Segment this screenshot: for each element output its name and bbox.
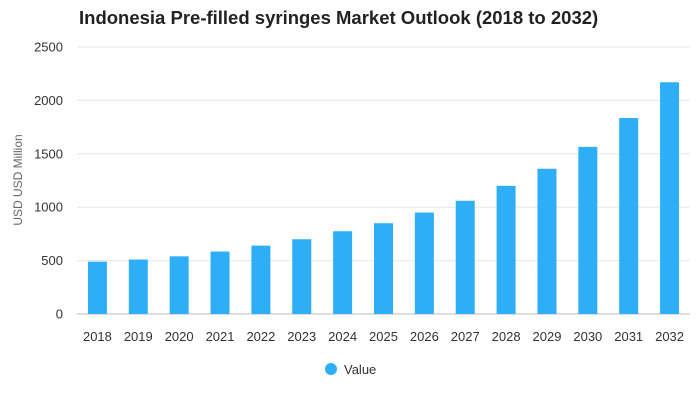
x-tick-label: 2030 bbox=[573, 329, 602, 344]
bar-2030[interactable] bbox=[578, 146, 598, 314]
bar-2029[interactable] bbox=[537, 168, 557, 314]
bar-2022[interactable] bbox=[251, 245, 271, 314]
y-tick-label: 2000 bbox=[34, 93, 63, 108]
bar-2020[interactable] bbox=[169, 256, 189, 314]
bars bbox=[87, 82, 680, 314]
y-axis-title: USD USD Million bbox=[11, 134, 25, 225]
x-tick-label: 2021 bbox=[206, 329, 235, 344]
y-axis-ticks: 0 500 1000 1500 2000 2500 bbox=[34, 40, 63, 322]
x-tick-label: 2018 bbox=[83, 329, 112, 344]
x-tick-label: 2028 bbox=[492, 329, 521, 344]
bar-2026[interactable] bbox=[414, 212, 434, 314]
x-tick-label: 2025 bbox=[369, 329, 398, 344]
x-tick-label: 2019 bbox=[124, 329, 153, 344]
x-tick-label: 2026 bbox=[410, 329, 439, 344]
bar-2032[interactable] bbox=[660, 82, 680, 314]
x-tick-label: 2027 bbox=[451, 329, 480, 344]
legend-swatch-value bbox=[325, 363, 337, 375]
x-axis-ticks: 2018 2019 2020 2021 2022 2023 2024 2025 2026 2027… bbox=[83, 329, 684, 344]
x-tick-label: 2023 bbox=[287, 329, 316, 344]
chart-title: Indonesia Pre-filled syringes Market Out… bbox=[79, 7, 599, 28]
legend[interactable]: Value bbox=[325, 362, 376, 377]
bar-2023[interactable] bbox=[292, 239, 312, 314]
x-tick-label: 2024 bbox=[328, 329, 357, 344]
y-tick-label: 2500 bbox=[34, 40, 63, 55]
bar-2027[interactable] bbox=[455, 200, 475, 314]
y-tick-label: 0 bbox=[56, 307, 63, 322]
y-tick-label: 1000 bbox=[34, 200, 63, 215]
bar-2024[interactable] bbox=[333, 231, 353, 314]
x-tick-label: 2022 bbox=[246, 329, 275, 344]
x-tick-label: 2032 bbox=[655, 329, 684, 344]
bar-2018[interactable] bbox=[87, 261, 107, 314]
x-tick-label: 2020 bbox=[165, 329, 194, 344]
y-tick-label: 500 bbox=[41, 253, 63, 268]
bar-2025[interactable] bbox=[374, 223, 393, 314]
bar-2021[interactable] bbox=[210, 251, 230, 314]
bar-2031[interactable] bbox=[619, 118, 639, 314]
y-tick-label: 1500 bbox=[34, 146, 63, 161]
x-tick-label: 2029 bbox=[533, 329, 562, 344]
x-tick-label: 2031 bbox=[614, 329, 643, 344]
bar-2019[interactable] bbox=[128, 259, 148, 314]
bar-2028[interactable] bbox=[496, 185, 516, 314]
legend-label-value: Value bbox=[344, 362, 376, 377]
